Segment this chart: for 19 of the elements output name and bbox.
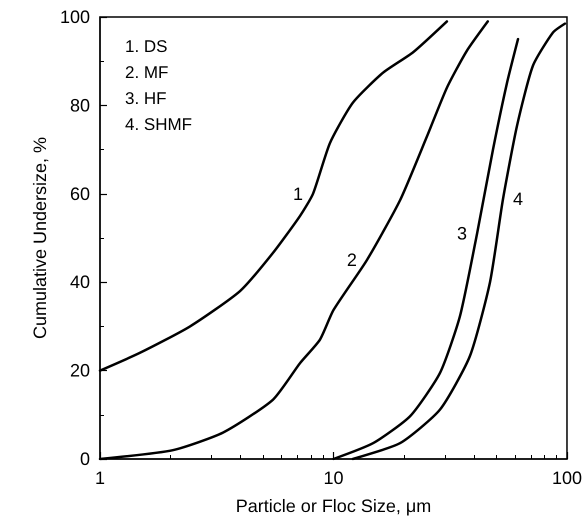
annotation: 3. HF xyxy=(125,89,167,108)
y-tick-label: 80 xyxy=(70,95,90,116)
series-label: 4 xyxy=(512,189,524,210)
y-tick-label: 20 xyxy=(70,360,90,381)
series-label: 3 xyxy=(457,224,468,244)
x-axis-title: Particle or Floc Size, μm xyxy=(236,496,432,516)
y-tick-label: 60 xyxy=(70,184,90,204)
annotation: 2. MF xyxy=(125,63,168,82)
series-label: 1 xyxy=(292,184,303,204)
y-tick-label: 0 xyxy=(80,449,90,469)
x-tick-label: 10 xyxy=(323,468,344,488)
y-tick-label: 40 xyxy=(70,272,90,292)
y-tick-label: 100 xyxy=(60,7,90,27)
annotation: 1. DS xyxy=(125,37,168,56)
x-tick-label: 1 xyxy=(94,468,106,488)
y-axis-title: Cumulative Undersize, % xyxy=(30,136,50,340)
x-tick-label: 100 xyxy=(552,468,582,488)
series-label: 2 xyxy=(346,250,357,270)
annotation: 4. SHMF xyxy=(125,115,192,134)
